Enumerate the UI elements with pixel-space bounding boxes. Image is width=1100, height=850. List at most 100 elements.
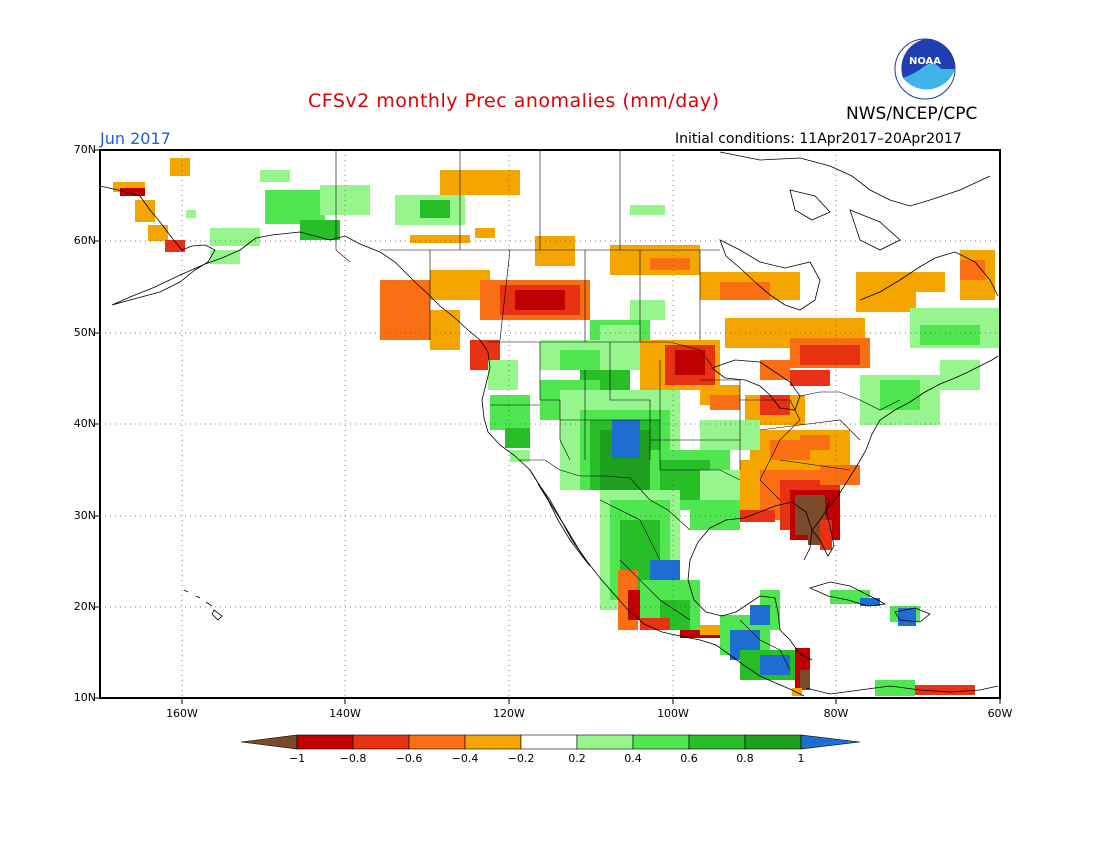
anomaly-cell (813, 444, 820, 451)
anomaly-cell (749, 286, 756, 293)
anomaly-cell (490, 409, 497, 416)
anomaly-cell (952, 329, 959, 336)
great-lakes (711, 359, 801, 411)
anomaly-cell (688, 621, 690, 628)
anomaly-cell (617, 521, 624, 528)
anomaly-cell (778, 458, 785, 465)
anomaly-cell (281, 170, 288, 177)
anomaly-cell (910, 322, 917, 329)
anomaly-cell (501, 280, 508, 287)
anomaly-cell (444, 277, 451, 284)
anomaly-cell (748, 636, 755, 643)
anomaly-cell (732, 318, 739, 325)
anomaly-cell (609, 439, 616, 446)
anomaly-cell (601, 466, 608, 473)
anomaly-cell (142, 200, 149, 207)
anomaly-cell (773, 395, 780, 402)
anomaly-cell (658, 314, 665, 320)
anomaly-cell (430, 223, 437, 225)
anomaly-cell (760, 374, 767, 380)
anomaly-cell (770, 286, 777, 293)
anomaly-cell (654, 615, 661, 622)
anomaly-cell (491, 361, 498, 368)
anomaly-cell (416, 209, 423, 216)
anomaly-cell (818, 352, 825, 359)
anomaly-cell (682, 361, 689, 368)
anomaly-cell (969, 339, 976, 345)
anomaly-cell (638, 584, 645, 591)
anomaly-cell (707, 498, 714, 500)
anomaly-cell (685, 464, 692, 471)
anomaly-cell (614, 325, 621, 332)
anomaly-cell (561, 415, 568, 420)
anomaly-cell (495, 388, 502, 390)
anomaly-cell (600, 465, 607, 472)
anomaly-cell (587, 473, 594, 480)
anomaly-cell (799, 437, 806, 444)
anomaly-cell (549, 292, 556, 299)
anomaly-cell (789, 481, 796, 488)
anomaly-cell (678, 567, 680, 574)
anomaly-cell (760, 402, 767, 409)
anomaly-cell (656, 574, 663, 581)
anomaly-cell (708, 637, 715, 638)
anomaly-cell (809, 509, 816, 516)
anomaly-cell (571, 287, 578, 294)
anomaly-cell (823, 339, 830, 346)
anomaly-cell (740, 460, 747, 467)
anomaly-cell (618, 434, 625, 441)
anomaly-cell (590, 341, 597, 348)
anomaly-cell (657, 457, 664, 464)
anomaly-cell (615, 410, 622, 417)
anomaly-cell (749, 427, 756, 434)
anomaly-cell (702, 474, 709, 481)
coastline-florida (811, 499, 835, 557)
anomaly-cell (828, 345, 835, 352)
anomaly-cell (621, 451, 628, 458)
anomaly-cell (649, 490, 656, 497)
anomaly-cell (700, 352, 707, 359)
anomaly-cell (314, 227, 321, 234)
anomaly-cell (666, 252, 673, 259)
anomaly-cell (674, 488, 681, 495)
anomaly-cell (417, 242, 424, 243)
anomaly-cell (631, 252, 638, 259)
anomaly-cell (774, 374, 781, 380)
anomaly-cell (741, 636, 748, 643)
anomaly-cell (672, 404, 679, 411)
anomaly-cell (767, 367, 774, 374)
anomaly-cell (696, 382, 703, 389)
anomaly-cell (825, 352, 832, 359)
anomaly-cell (415, 315, 422, 322)
anomaly-cell (728, 484, 735, 491)
anomaly-cell (596, 408, 600, 415)
anomaly-cell (341, 199, 348, 206)
anomaly-cell (795, 477, 802, 484)
anomaly-cell (815, 522, 822, 529)
anomaly-cell (748, 629, 755, 636)
anomaly-cell (642, 511, 649, 518)
anomaly-cell (775, 657, 782, 664)
anomaly-cell (588, 411, 595, 418)
anomaly-cell (763, 517, 770, 522)
anomaly-cell (501, 294, 508, 301)
anomaly-cell (488, 360, 495, 367)
anomaly-cell (646, 448, 653, 455)
anomaly-cell (362, 199, 369, 206)
anomaly-cell (575, 394, 582, 401)
anomaly-cell (768, 467, 775, 474)
anomaly-cell (870, 279, 877, 286)
anomaly-cell (672, 467, 679, 474)
anomaly-cell (815, 543, 822, 545)
anomaly-cell (678, 560, 680, 567)
anomaly-cell (597, 420, 604, 427)
anomaly-cell (788, 367, 790, 374)
anomaly-cell (618, 612, 625, 619)
anomaly-cell (792, 688, 799, 695)
anomaly-cell (798, 440, 805, 447)
anomaly-cell (905, 300, 912, 307)
anomaly-cell (844, 318, 851, 325)
anomaly-cell (497, 423, 504, 430)
anomaly-cell (162, 239, 168, 241)
anomaly-cell (689, 594, 696, 601)
